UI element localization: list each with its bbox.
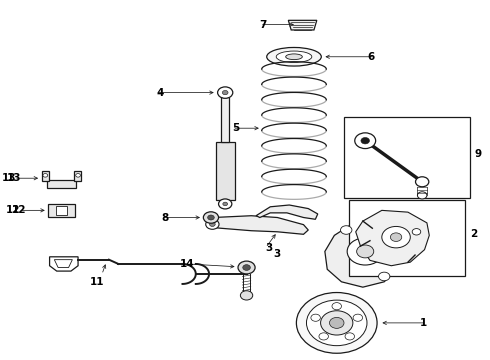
Text: 13: 13 [6,173,21,183]
Circle shape [241,291,253,300]
Circle shape [355,133,376,149]
Circle shape [306,300,367,346]
Text: 13: 13 [2,173,16,183]
Text: 2: 2 [469,229,477,239]
Circle shape [243,265,250,270]
Ellipse shape [286,54,302,60]
Text: 11: 11 [90,277,104,287]
Bar [344,117,469,198]
Circle shape [218,87,233,98]
Circle shape [296,293,377,353]
Bar [42,171,49,181]
Polygon shape [325,221,403,287]
Ellipse shape [267,48,321,66]
Circle shape [203,212,219,223]
Text: 4: 4 [156,87,164,98]
Text: 9: 9 [474,149,482,159]
Circle shape [75,174,80,177]
Text: 3: 3 [266,243,272,253]
Text: 12: 12 [11,205,26,215]
Text: 7: 7 [260,19,267,30]
Text: 12: 12 [6,205,20,215]
Bar [74,171,81,181]
Circle shape [210,222,215,226]
Text: 10: 10 [410,247,425,256]
Circle shape [361,138,369,144]
Text: 3: 3 [274,249,281,258]
Circle shape [238,261,255,274]
Circle shape [416,177,429,187]
Circle shape [341,226,352,234]
Circle shape [353,314,363,321]
Circle shape [417,192,427,199]
Polygon shape [206,216,308,234]
Bar [348,200,465,276]
Text: 1: 1 [420,318,427,328]
Circle shape [206,219,219,229]
Bar [56,206,67,215]
Circle shape [347,238,383,265]
Bar [48,204,75,217]
Circle shape [378,272,390,281]
Circle shape [208,215,214,220]
Circle shape [329,318,344,328]
Circle shape [320,311,353,335]
Circle shape [311,314,320,321]
Circle shape [391,233,402,242]
Circle shape [223,202,227,206]
Text: 8: 8 [161,212,168,222]
Bar [216,142,235,200]
Ellipse shape [276,51,312,63]
Circle shape [382,226,410,248]
Circle shape [43,174,48,177]
Text: 5: 5 [232,123,240,133]
Circle shape [357,245,374,258]
Circle shape [345,333,355,340]
Circle shape [319,333,328,340]
Bar [221,97,229,142]
Polygon shape [288,20,317,30]
Text: 6: 6 [368,52,375,62]
Circle shape [222,90,228,95]
Circle shape [412,229,421,235]
Polygon shape [356,210,429,266]
Circle shape [332,303,342,310]
Bar [47,180,75,188]
Circle shape [219,199,232,209]
Polygon shape [256,205,318,219]
Text: 14: 14 [180,259,195,269]
